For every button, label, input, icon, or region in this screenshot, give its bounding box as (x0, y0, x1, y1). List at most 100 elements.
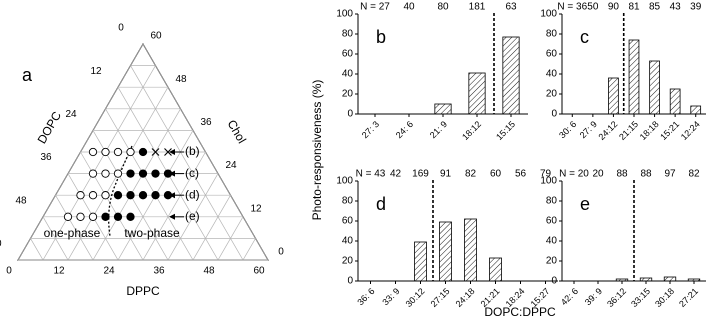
tick-label: 36 (200, 117, 212, 128)
n-label: 40 (403, 2, 415, 13)
y-tick-label: 0 (347, 276, 353, 287)
y-axis-label: Photo-responsiveness (%) (310, 80, 324, 221)
y-tick-label: 100 (540, 176, 557, 187)
y-tick-label: 60 (546, 216, 558, 227)
n-label: 88 (640, 169, 652, 180)
n-label: 20 (592, 169, 604, 180)
y-tick-label: 40 (546, 236, 558, 247)
n-label: 80 (437, 2, 449, 13)
bar (690, 105, 702, 115)
grid-line (142, 43, 269, 261)
point-open (88, 212, 98, 221)
y-tick-label: 80 (342, 29, 354, 40)
point-open (88, 169, 98, 178)
panel-label: c (580, 27, 589, 47)
grid-line (55, 195, 94, 261)
tick-label: 12 (53, 266, 65, 277)
panel-label: d (376, 194, 386, 214)
n-label: 81 (628, 2, 640, 13)
n-label: 169 (412, 169, 429, 180)
tick-label: 0 (6, 266, 12, 277)
point-open (76, 191, 85, 200)
bar (639, 277, 653, 282)
x-tick-label: 21: 9 (428, 119, 449, 140)
tick-label: 0 (278, 247, 284, 258)
point-filled (126, 169, 135, 178)
y-tick-label: 40 (342, 69, 354, 80)
grid-line (30, 238, 44, 261)
bar (464, 218, 477, 282)
y-tick-label: 0 (551, 276, 557, 287)
tick-label: 36 (40, 152, 52, 163)
n-label: 97 (664, 169, 676, 180)
row-arrowhead (169, 149, 175, 155)
grid-line (105, 108, 194, 261)
tick-label: 0 (118, 23, 124, 34)
x-tick-label: 30:12 (404, 286, 427, 309)
n-label: 43 (670, 2, 682, 13)
n-label: 50 (587, 2, 599, 13)
grid-line (42, 216, 69, 261)
x-tick-label: 18:12 (460, 119, 483, 142)
bar (608, 77, 619, 115)
point-filled (113, 191, 123, 200)
point-open (76, 212, 85, 221)
grid-line (130, 65, 244, 261)
grid-line (242, 238, 256, 261)
bar (669, 88, 681, 115)
point-filled (126, 191, 135, 200)
point-cross (151, 148, 160, 156)
n-label: 82 (465, 169, 477, 180)
x-tick-label: 27: 9 (578, 119, 599, 140)
x-tick-label: 24: 6 (394, 119, 415, 140)
point-filled (126, 212, 135, 221)
x-tick-label: 15:21 (658, 119, 681, 142)
bar (663, 276, 677, 282)
tick-label: 24 (225, 160, 237, 171)
bar (489, 257, 502, 282)
ternary-grid (17, 43, 269, 261)
n-label: 63 (505, 2, 517, 13)
grid-line (42, 65, 156, 261)
x-tick-label: 27:15 (429, 286, 452, 309)
x-tick-label: 12:24 (679, 119, 702, 142)
x-tick-label: 27: 3 (360, 119, 381, 140)
tick-label: 36 (153, 266, 165, 277)
row-label: (d) (185, 187, 200, 201)
n-label: N = 36 (557, 2, 587, 13)
n-label: 60 (490, 169, 502, 180)
tick-label: 24 (103, 266, 115, 277)
point-open (101, 191, 110, 200)
y-tick-label: 80 (546, 29, 558, 40)
tick-label: 24 (65, 109, 77, 120)
point-open (88, 147, 98, 157)
point-cross (164, 148, 172, 156)
x-tick-label: 30: 6 (557, 119, 578, 140)
x-tick-label: 36: 6 (355, 286, 376, 307)
y-tick-label: 80 (342, 196, 354, 207)
bar (615, 278, 629, 282)
point-filled (138, 147, 148, 157)
n-label: 85 (649, 2, 661, 13)
n-label: 42 (390, 169, 402, 180)
point-filled (138, 169, 148, 178)
point-filled (151, 191, 160, 200)
tick-label: 48 (175, 74, 187, 85)
y-tick-label: 20 (546, 89, 558, 100)
axis-label: DPPC (126, 284, 160, 298)
grid-line (192, 195, 231, 261)
x-tick-label: 42: 6 (559, 286, 580, 307)
n-label: 82 (688, 169, 700, 180)
point-filled (113, 212, 123, 221)
x-tick-label: 21:15 (617, 119, 640, 142)
x-tick-label: 27:21 (677, 286, 700, 309)
y-tick-label: 60 (342, 216, 354, 227)
x-axis-label: DOPC:DPPC (484, 305, 556, 319)
region-label: two-phase (124, 226, 180, 240)
row-label: (e) (185, 209, 200, 223)
bar (439, 221, 452, 282)
y-tick-label: 20 (546, 256, 558, 267)
y-tick-label: 100 (336, 176, 353, 187)
